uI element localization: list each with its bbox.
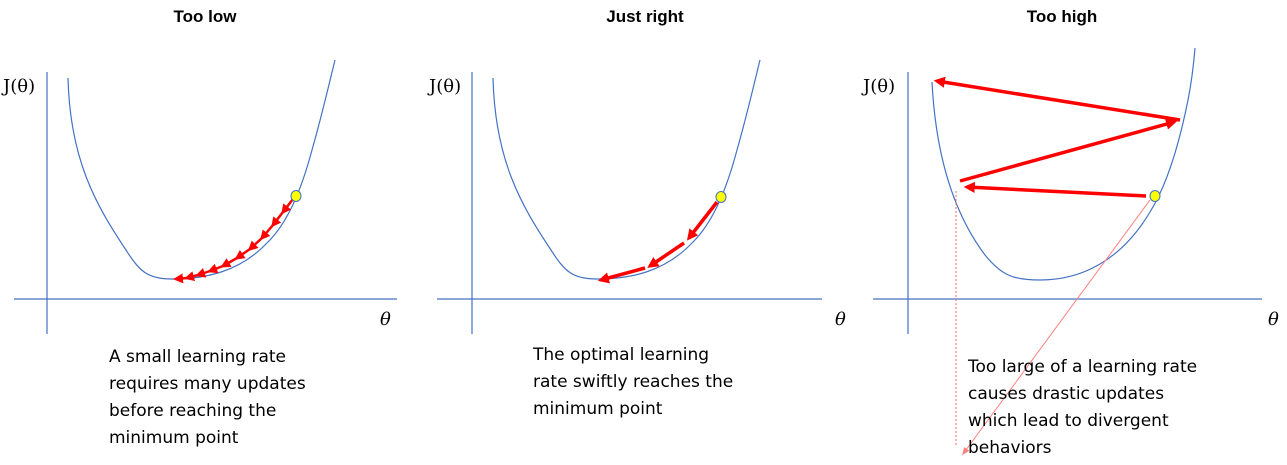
caption-line: which lead to divergent xyxy=(968,411,1169,431)
step-arrow xyxy=(271,211,284,228)
start-point xyxy=(1149,190,1161,202)
step-arrow xyxy=(933,76,1181,122)
caption-line: requires many updates xyxy=(109,374,306,394)
caption-line: behaviors xyxy=(968,438,1052,458)
panel-title: Just right xyxy=(606,7,684,26)
caption-line: minimum point xyxy=(109,428,239,448)
y-axis-label: J(θ) xyxy=(861,76,895,97)
step-arrow xyxy=(260,224,274,241)
caption-line: minimum point xyxy=(533,399,663,419)
step-arrow xyxy=(220,256,238,268)
step-arrow xyxy=(173,273,188,284)
caption-line: before reaching the xyxy=(109,401,276,421)
caption: Too large of a learning rate causes dras… xyxy=(967,357,1203,458)
cost-curve xyxy=(67,59,336,280)
caption-line: A small learning rate xyxy=(109,347,286,367)
step-arrows xyxy=(597,200,719,284)
start-point xyxy=(290,190,302,202)
step-arrows xyxy=(173,198,294,284)
caption-line: causes drastic updates xyxy=(968,384,1164,404)
start-point xyxy=(715,191,727,203)
pointer-arrow xyxy=(962,199,1151,456)
cost-curve xyxy=(492,59,761,280)
panel-title: Too high xyxy=(1027,7,1098,26)
y-axis-label: J(θ) xyxy=(1,76,35,97)
step-arrows xyxy=(933,76,1181,198)
panel-too-low: Too low J(θ) θ A small learning rate req… xyxy=(1,7,397,448)
x-axis-label: θ xyxy=(1268,309,1279,330)
step-arrow xyxy=(686,200,719,241)
step-arrow xyxy=(195,268,211,278)
panel-title: Too low xyxy=(174,7,238,26)
step-arrow xyxy=(207,263,224,274)
caption-line: Too large of a learning rate xyxy=(967,357,1197,377)
panel-just-right: Just right J(θ) θ The optimal learning r… xyxy=(427,7,846,419)
step-arrow xyxy=(281,198,294,215)
step-arrow xyxy=(647,241,685,268)
step-arrow xyxy=(959,118,1178,183)
panel-too-high: Too high J(θ) θ Too large of a learning … xyxy=(861,7,1279,458)
caption-line: The optimal learning xyxy=(532,345,709,365)
cost-curve xyxy=(931,47,1196,281)
step-arrow xyxy=(234,247,251,260)
x-axis-label: θ xyxy=(835,309,846,330)
x-axis-label: θ xyxy=(380,309,391,330)
step-arrow xyxy=(963,181,1147,198)
step-arrow xyxy=(184,271,199,281)
y-axis-label: J(θ) xyxy=(427,76,461,97)
caption: A small learning rate requires many upda… xyxy=(109,347,311,448)
step-arrow xyxy=(597,266,646,284)
caption-line: rate swiftly reaches the xyxy=(533,372,733,392)
caption: The optimal learning rate swiftly reache… xyxy=(532,345,739,419)
step-arrow xyxy=(247,237,263,252)
